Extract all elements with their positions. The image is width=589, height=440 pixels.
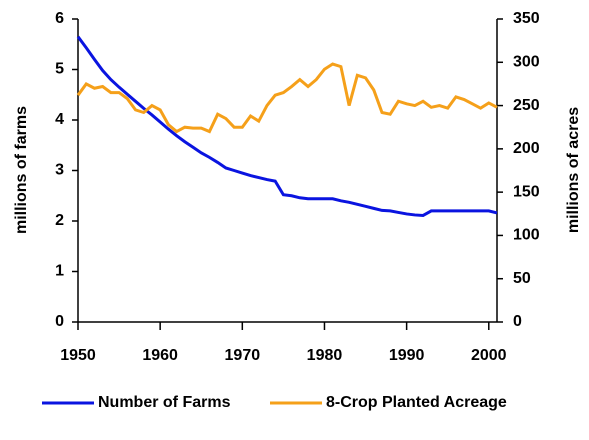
y-tick-label: 1 <box>55 263 64 280</box>
y-tick-label: 5 <box>55 61 64 78</box>
x-tick-label: 1980 <box>307 347 343 364</box>
y2-axis-label: millions of acres <box>565 107 582 233</box>
y-tick-label: 0 <box>55 313 64 330</box>
series-line <box>76 35 498 217</box>
y-tick-label: 2 <box>55 212 64 229</box>
y2-tick-label: 150 <box>513 183 540 200</box>
x-tick-label: 2000 <box>471 347 507 364</box>
y2-tick-label: 250 <box>513 97 540 114</box>
x-tick-label: 1970 <box>225 347 261 364</box>
x-tick-label: 1960 <box>142 347 178 364</box>
x-tick-label: 1990 <box>389 347 425 364</box>
y2-tick-label: 100 <box>513 227 540 244</box>
y-tick-label: 4 <box>55 111 64 128</box>
y-tick-label: 6 <box>55 10 64 27</box>
y2-tick-label: 350 <box>513 10 540 27</box>
y-tick-label: 3 <box>55 162 64 179</box>
legend-label: 8-Crop Planted Acreage <box>326 394 507 411</box>
y2-tick-label: 0 <box>513 313 522 330</box>
legend-label: Number of Farms <box>98 394 231 411</box>
y-axis-label: millions of farms <box>13 106 30 234</box>
y2-tick-label: 300 <box>513 54 540 71</box>
x-tick-label: 1950 <box>60 347 96 364</box>
y2-tick-label: 200 <box>513 140 540 157</box>
y2-tick-label: 50 <box>513 270 531 287</box>
series-line <box>76 62 498 134</box>
